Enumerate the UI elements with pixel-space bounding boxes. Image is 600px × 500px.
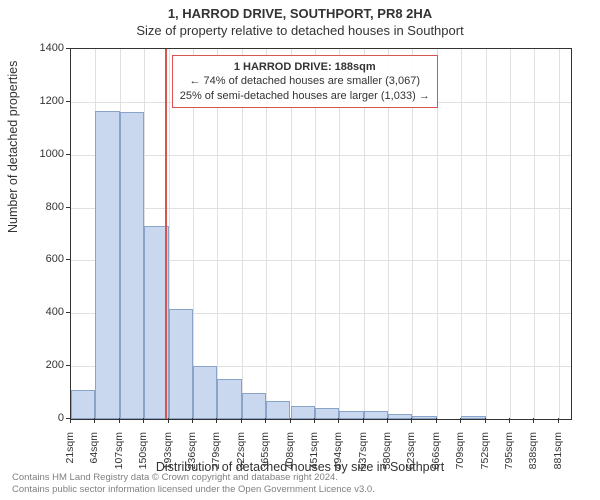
footer-attribution: Contains HM Land Registry data © Crown c…	[12, 472, 375, 496]
y-tick-label: 0	[24, 412, 64, 424]
x-tick-label: 838sqm	[527, 432, 539, 482]
y-axis-title: Number of detached properties	[6, 61, 20, 233]
x-tick-mark	[94, 418, 95, 423]
x-tick-mark	[241, 418, 242, 423]
gridline-v	[486, 49, 487, 419]
x-tick-mark	[411, 418, 412, 423]
y-tick-label: 400	[24, 306, 64, 318]
annotation-box: 1 HARROD DRIVE: 188sqm← 74% of detached …	[172, 55, 438, 108]
x-tick-label: 623sqm	[405, 432, 417, 482]
x-tick-mark	[485, 418, 486, 423]
y-tick-mark	[66, 259, 71, 260]
chart-container: 1, HARROD DRIVE, SOUTHPORT, PR8 2HA Size…	[0, 0, 600, 500]
gridline-v	[461, 49, 462, 419]
histogram-bar	[242, 393, 266, 419]
x-tick-mark	[290, 418, 291, 423]
reference-line	[165, 49, 167, 419]
x-tick-label: 795sqm	[503, 432, 515, 482]
plot-area: 1 HARROD DRIVE: 188sqm← 74% of detached …	[70, 48, 572, 420]
histogram-bar	[291, 406, 315, 419]
x-tick-mark	[338, 418, 339, 423]
gridline-v	[534, 49, 535, 419]
y-tick-label: 600	[24, 253, 64, 265]
annotation-line-3: 25% of semi-detached houses are larger (…	[180, 89, 430, 103]
x-tick-label: 666sqm	[430, 432, 442, 482]
y-tick-label: 1400	[24, 42, 64, 54]
x-tick-mark	[363, 418, 364, 423]
x-tick-mark	[533, 418, 534, 423]
y-tick-label: 1000	[24, 148, 64, 160]
x-tick-mark	[265, 418, 266, 423]
x-tick-mark	[436, 418, 437, 423]
gridline-v	[559, 49, 560, 419]
x-tick-label: 752sqm	[479, 432, 491, 482]
x-tick-label: 709sqm	[454, 432, 466, 482]
y-tick-mark	[66, 101, 71, 102]
x-tick-mark	[314, 418, 315, 423]
footer-line-2: Contains public sector information licen…	[12, 484, 375, 496]
chart-title: 1, HARROD DRIVE, SOUTHPORT, PR8 2HA	[0, 6, 600, 21]
x-tick-mark	[387, 418, 388, 423]
y-tick-label: 800	[24, 201, 64, 213]
y-tick-mark	[66, 312, 71, 313]
histogram-bar	[412, 416, 436, 419]
histogram-bar	[169, 309, 193, 419]
y-tick-mark	[66, 365, 71, 366]
x-tick-mark	[119, 418, 120, 423]
histogram-bar	[315, 408, 339, 419]
x-tick-mark	[558, 418, 559, 423]
histogram-bar	[95, 111, 119, 419]
x-tick-mark	[143, 418, 144, 423]
x-tick-mark	[168, 418, 169, 423]
footer-line-1: Contains HM Land Registry data © Crown c…	[12, 472, 375, 484]
x-tick-mark	[509, 418, 510, 423]
histogram-bar	[266, 401, 290, 420]
histogram-bar	[339, 411, 363, 419]
histogram-bar	[71, 390, 95, 419]
y-tick-mark	[66, 48, 71, 49]
y-tick-mark	[66, 207, 71, 208]
x-tick-mark	[216, 418, 217, 423]
x-tick-label: 580sqm	[381, 432, 393, 482]
annotation-line-2: ← 74% of detached houses are smaller (3,…	[180, 74, 430, 88]
histogram-bar	[388, 414, 412, 419]
x-tick-mark	[460, 418, 461, 423]
annotation-line-1: 1 HARROD DRIVE: 188sqm	[180, 60, 430, 74]
x-tick-mark	[192, 418, 193, 423]
gridline-v	[510, 49, 511, 419]
x-tick-mark	[70, 418, 71, 423]
histogram-bar	[461, 416, 485, 419]
gridline-h	[71, 155, 571, 156]
gridline-h	[71, 208, 571, 209]
histogram-bar	[193, 366, 217, 419]
y-tick-label: 200	[24, 359, 64, 371]
y-tick-label: 1200	[24, 95, 64, 107]
x-tick-label: 881sqm	[552, 432, 564, 482]
chart-subtitle: Size of property relative to detached ho…	[0, 23, 600, 38]
histogram-bar	[364, 411, 388, 419]
histogram-bar	[217, 379, 241, 419]
y-tick-mark	[66, 154, 71, 155]
histogram-bar	[120, 112, 144, 419]
title-block: 1, HARROD DRIVE, SOUTHPORT, PR8 2HA Size…	[0, 6, 600, 38]
